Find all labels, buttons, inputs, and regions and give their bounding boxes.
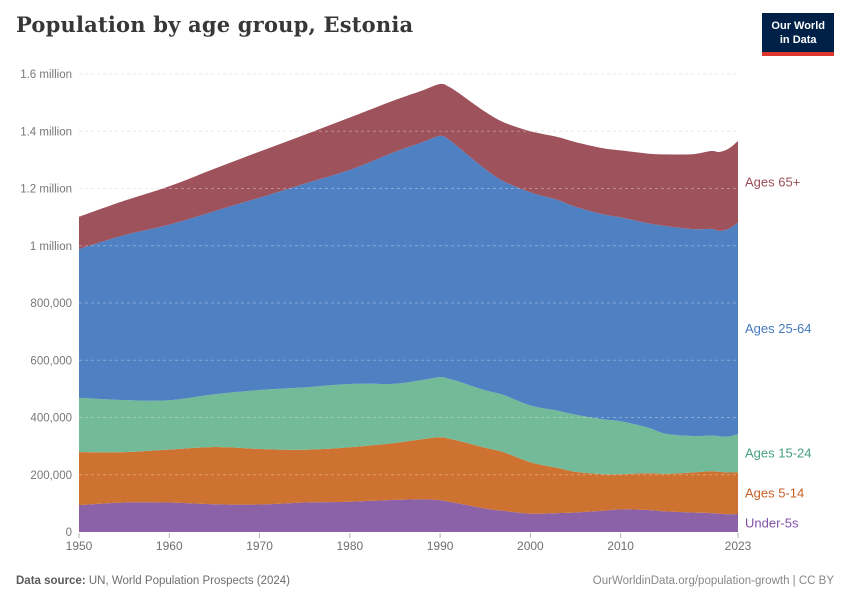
x-axis-label: 2010 — [607, 539, 634, 553]
y-axis-label: 0 — [66, 527, 72, 539]
x-axis-label: 1960 — [156, 539, 183, 553]
chart-footer: Data source: UN, World Population Prospe… — [16, 575, 834, 587]
area-ages-65[interactable] — [79, 83, 738, 249]
legend-label-ages-65[interactable]: Ages 65+ — [745, 174, 800, 189]
legend-label-under-5s[interactable]: Under-5s — [745, 516, 799, 531]
y-axis-label: 1 million — [30, 241, 72, 253]
y-axis-label: 400,000 — [30, 413, 72, 425]
page-title: Population by age group, Estonia — [16, 12, 414, 37]
legend-label-ages-25-64[interactable]: Ages 25-64 — [745, 321, 812, 336]
x-axis-label: 1950 — [66, 539, 93, 553]
owid-logo[interactable]: Our World in Data — [762, 13, 834, 56]
area-ages-25-64[interactable] — [79, 135, 738, 437]
area-under-5s[interactable] — [79, 499, 738, 532]
y-axis-label: 1.4 million — [20, 126, 72, 138]
owid-logo-line2: in Data — [779, 34, 817, 47]
y-axis-label: 600,000 — [30, 355, 72, 367]
license-note[interactable]: OurWorldinData.org/population-growth | C… — [592, 575, 834, 587]
y-axis-label: 800,000 — [30, 298, 72, 310]
area-ages-15-24[interactable] — [79, 377, 738, 475]
owid-logo-line1: Our World — [771, 20, 825, 32]
x-axis-label: 2000 — [517, 539, 544, 553]
data-source-value: UN, World Population Prospects (2024) — [88, 575, 291, 587]
x-axis-label: 1970 — [246, 539, 273, 553]
data-source-label: Data source: — [16, 575, 86, 587]
area-ages-5-14[interactable] — [79, 437, 738, 515]
legend-label-ages-15-24[interactable]: Ages 15-24 — [745, 446, 812, 461]
y-axis-label: 200,000 — [30, 470, 72, 482]
legend-label-ages-5-14[interactable]: Ages 5-14 — [745, 486, 804, 501]
x-axis-label: 1990 — [427, 539, 454, 553]
y-axis-label: 1.6 million — [20, 69, 72, 81]
y-axis-label: 1.2 million — [20, 184, 72, 196]
data-source: Data source: UN, World Population Prospe… — [16, 575, 290, 587]
x-axis-label: 1980 — [336, 539, 363, 553]
x-axis-label: 2023 — [725, 539, 752, 553]
